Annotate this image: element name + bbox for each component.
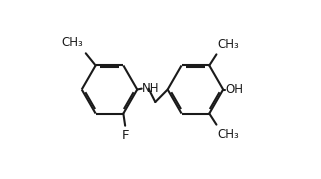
Text: CH₃: CH₃ [217,128,239,141]
Text: OH: OH [226,83,244,96]
Text: CH₃: CH₃ [61,36,83,49]
Text: CH₃: CH₃ [217,38,239,51]
Text: NH: NH [142,82,160,95]
Text: F: F [121,129,129,142]
